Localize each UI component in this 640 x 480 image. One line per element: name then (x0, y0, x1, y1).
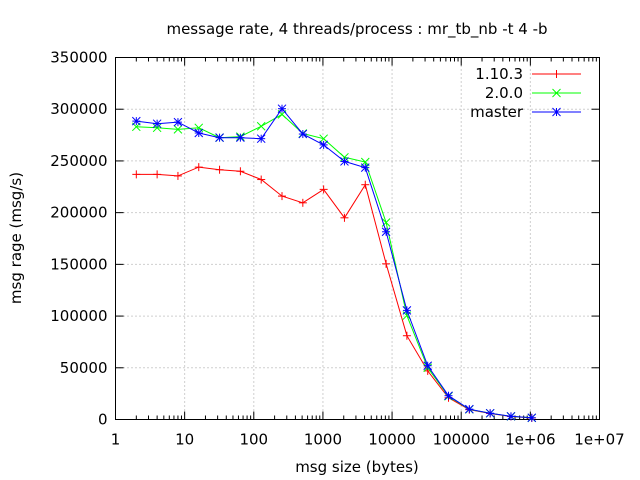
series-line-master (136, 107, 532, 419)
data-point (382, 259, 391, 268)
series-line-2-0-0 (136, 113, 532, 419)
data-point (298, 198, 307, 207)
legend-marker (552, 70, 561, 78)
legend-marker (552, 107, 561, 117)
data-point (173, 171, 182, 180)
series-master (131, 104, 537, 423)
y-axis-label: msg rage (msg/s) (7, 172, 25, 304)
data-point (236, 133, 245, 143)
data-point (194, 128, 204, 138)
x-tick-label: 100000 (433, 431, 490, 449)
data-point (215, 133, 224, 143)
y-tick-label: 250000 (50, 152, 107, 170)
legend-marker (552, 88, 561, 98)
data-point (381, 227, 391, 237)
x-tick-label: 100 (239, 431, 268, 449)
data-point (340, 152, 349, 162)
data-point (506, 411, 516, 421)
legend-item-1-10-3: 1.10.3 (475, 65, 581, 83)
data-point (319, 134, 328, 144)
data-point (152, 123, 162, 133)
x-tick-label: 10 (175, 431, 194, 449)
x-axis-label: msg size (bytes) (295, 458, 419, 476)
y-tick-label: 350000 (50, 49, 107, 67)
data-point (527, 413, 537, 423)
data-point (402, 331, 411, 340)
data-point (319, 185, 328, 194)
series-2-0-0 (131, 110, 537, 423)
x-tick-label: 1 (111, 431, 121, 449)
x-tick-label: 1e+06 (505, 431, 555, 449)
data-point (340, 213, 349, 222)
data-point (360, 163, 370, 173)
data-point (464, 404, 474, 414)
data-point (485, 408, 495, 418)
legend-item-master: master (470, 103, 581, 121)
chart-title: message rate, 4 threads/process : mr_tb_… (166, 20, 547, 39)
data-point (298, 129, 308, 139)
data-point (402, 306, 412, 315)
data-point (152, 119, 162, 129)
y-tick-label: 50000 (60, 359, 108, 377)
data-point (173, 125, 183, 134)
x-tick-label: 10000 (368, 431, 416, 449)
axis-ticks: 0 50000 100000 150000 200000 250000 300000 3500… (50, 49, 624, 449)
y-tick-label: 0 (98, 411, 108, 429)
grid-lines (115, 57, 600, 420)
legend-label: 1.10.3 (475, 65, 523, 83)
y-tick-label: 150000 (50, 255, 107, 273)
series-group (131, 104, 537, 423)
data-point (257, 175, 266, 184)
legend-label: master (470, 103, 524, 121)
data-point (215, 165, 224, 174)
x-tick-label: 1000 (304, 431, 342, 449)
series-line-1-10-3 (136, 166, 532, 419)
x-tick-label: 1e+07 (574, 431, 624, 449)
legend-item-2-0-0: 2.0.0 (485, 84, 581, 102)
data-point (153, 170, 162, 179)
data-point (278, 192, 287, 201)
y-tick-label: 100000 (50, 307, 107, 325)
data-point (132, 170, 141, 179)
data-point (423, 361, 433, 371)
y-tick-label: 200000 (50, 204, 107, 222)
y-tick-label: 300000 (50, 100, 107, 118)
data-point (361, 180, 370, 189)
data-point (319, 140, 328, 150)
data-point (444, 391, 453, 401)
plot-frame (115, 57, 600, 420)
data-point (256, 134, 266, 144)
data-point (173, 117, 183, 127)
data-point (256, 121, 266, 131)
data-point (131, 116, 141, 126)
data-point (236, 167, 245, 176)
legend-label: 2.0.0 (485, 84, 523, 102)
data-point (194, 163, 203, 172)
data-point (277, 104, 287, 114)
data-point (340, 157, 349, 166)
series-1-10-3 (132, 163, 536, 422)
